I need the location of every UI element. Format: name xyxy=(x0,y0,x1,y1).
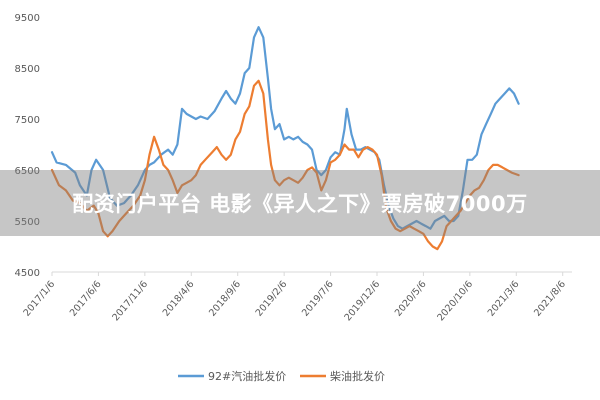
y-tick-label: 5500 xyxy=(15,217,40,228)
x-tick-label: 2019/7/6 xyxy=(300,279,336,319)
y-tick-label: 4500 xyxy=(15,268,40,279)
y-tick-label: 6500 xyxy=(15,166,40,177)
legend: 92#汽油批发价 柴油批发价 xyxy=(178,369,385,383)
x-tick-label: 2021/8/6 xyxy=(532,279,568,319)
legend-label: 柴油批发价 xyxy=(330,369,385,383)
series-group xyxy=(50,26,520,251)
x-tick-label: 2020/10/6 xyxy=(435,279,475,323)
series-line-diesel xyxy=(50,79,520,251)
y-tick-label: 8500 xyxy=(15,64,40,75)
overlay-caption: 配资门户平台 电影《异人之下》票房破7000万 xyxy=(72,192,528,216)
x-tick-label: 2020/5/6 xyxy=(393,279,429,319)
overlay-banner xyxy=(0,170,600,236)
y-tick-label: 9500 xyxy=(15,13,40,24)
x-tick-label: 2019/2/6 xyxy=(254,279,290,319)
legend-label: 92#汽油批发价 xyxy=(208,369,286,383)
x-tick-label: 2018/9/6 xyxy=(207,279,243,319)
x-tick-label: 2021/3/6 xyxy=(486,279,522,319)
x-axis: 2017/1/6 2017/6/6 2017/11/6 2018/4/6 2018/9/… xyxy=(21,271,572,323)
y-tick-label: 7500 xyxy=(15,115,40,126)
series-line-gasoline xyxy=(50,26,520,230)
x-tick-label: 2019/12/6 xyxy=(343,279,383,323)
x-tick-label: 2017/6/6 xyxy=(68,279,104,319)
y-axis: 4500 5500 6500 7500 8500 9500 xyxy=(15,13,40,279)
x-tick-label: 2017/11/6 xyxy=(110,279,150,323)
x-tick-label: 2018/4/6 xyxy=(161,279,197,319)
x-tick-label: 2017/1/6 xyxy=(21,279,57,319)
